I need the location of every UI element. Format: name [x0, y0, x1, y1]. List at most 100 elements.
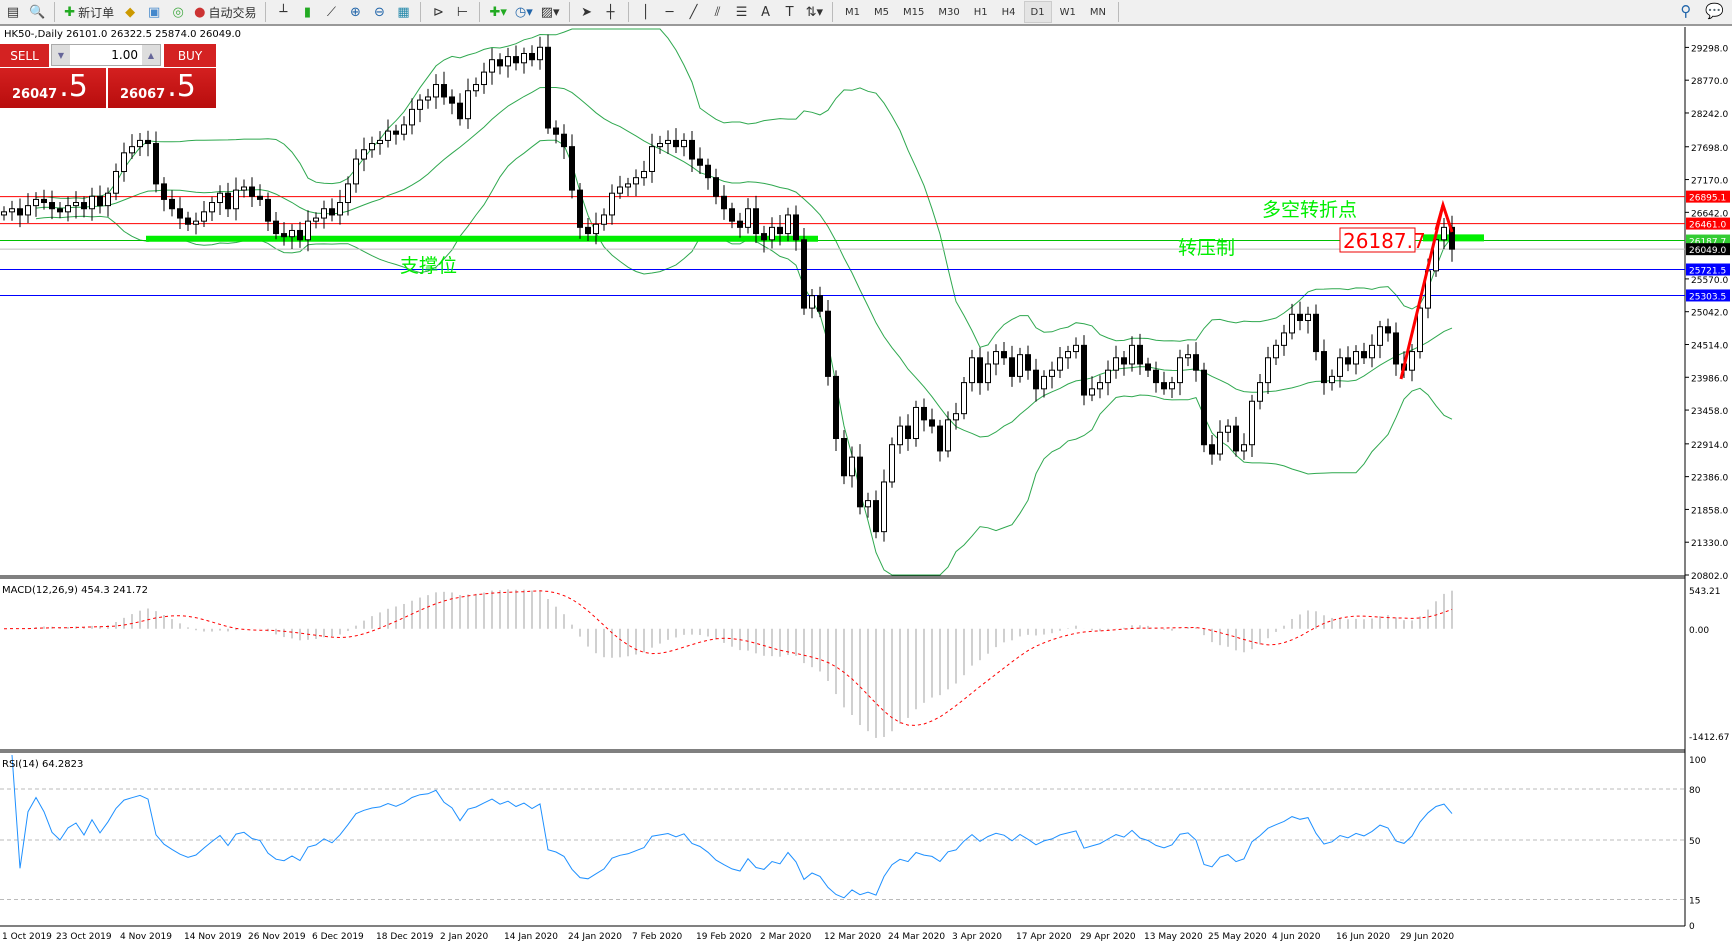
price-line-label-bg	[1686, 243, 1730, 256]
lot-size-input[interactable]: ▼ 1.00 ▲	[51, 44, 161, 66]
indicators-icon[interactable]: ✚▾	[489, 4, 507, 20]
trendline-icon[interactable]: ╱	[689, 4, 698, 20]
candle-bear	[545, 46, 551, 129]
candle-bear	[457, 102, 463, 120]
price-line-label: 25303.5	[1689, 292, 1726, 302]
crosshair-icon[interactable]: ┼	[606, 4, 615, 20]
timeframe-m1[interactable]: M1	[845, 6, 860, 18]
candle-bull	[1441, 226, 1447, 241]
candle-bull	[521, 52, 527, 64]
timeframe-d1[interactable]: D1	[1023, 1, 1052, 23]
candle-bull	[9, 208, 15, 213]
vertical-line-icon[interactable]: │	[641, 4, 650, 20]
candle-bear	[1209, 444, 1215, 455]
lot-value[interactable]: 1.00	[111, 48, 138, 62]
lot-decrease-icon[interactable]: ▼	[52, 45, 70, 65]
timeframe-w1[interactable]: W1	[1059, 6, 1076, 18]
candle-bull	[609, 192, 615, 216]
text-label-icon[interactable]: T	[785, 4, 794, 20]
candlestick-icon[interactable]: ▮	[303, 4, 312, 20]
candle-bull	[1289, 313, 1295, 334]
search-icon[interactable]: ⚲	[1680, 2, 1692, 20]
candle-bear	[729, 208, 735, 222]
candle-bull	[785, 214, 791, 235]
date-tick-label: 4 Jun 2020	[1272, 932, 1321, 942]
candle-bear	[553, 127, 559, 135]
metaeditor-icon[interactable]: ◆	[125, 4, 136, 20]
macd-tick-label: -1412.67	[1689, 733, 1729, 743]
auto-trading-label: 自动交易	[208, 5, 257, 20]
arrows-icon[interactable]: ⇅▾	[805, 4, 823, 20]
macd-tick-label: 543.21	[1689, 587, 1721, 597]
horizontal-line-icon[interactable]: ─	[665, 4, 674, 20]
timeframe-mn[interactable]: MN	[1089, 6, 1106, 18]
sell-price[interactable]: 26047.5	[0, 68, 106, 108]
chart-shift-icon[interactable]: ⊢	[456, 4, 469, 20]
candle-bull	[657, 143, 663, 148]
timeframe-m15[interactable]: M15	[903, 6, 925, 18]
date-tick-label: 4 Nov 2019	[120, 932, 172, 942]
candle-bull	[1265, 357, 1271, 384]
candle-bear	[49, 202, 55, 210]
candle-bull	[89, 195, 95, 210]
date-tick-label: 29 Apr 2020	[1080, 932, 1136, 942]
zoom-out-icon[interactable]: ⊖	[374, 4, 385, 20]
candle-bull	[385, 130, 391, 141]
price-tick-label: 29298.0	[1691, 44, 1728, 54]
candle-bear	[145, 139, 151, 145]
candle-bear	[97, 195, 103, 207]
cursor-icon[interactable]: ➤	[581, 4, 593, 20]
candle-bull	[1129, 344, 1135, 365]
tile-windows-icon[interactable]: ▦	[397, 4, 410, 20]
price-tick-label: 24514.0	[1691, 341, 1728, 351]
candle-bull	[113, 170, 119, 194]
timeframe-h1[interactable]: H1	[973, 6, 988, 18]
candle-bull	[425, 96, 431, 101]
candle-bull	[353, 158, 359, 185]
bollinger-middle-band	[35, 87, 1453, 438]
navigator-icon[interactable]: 🔍	[29, 4, 46, 20]
rsi-tick-label: 80	[1689, 786, 1701, 796]
bar-chart-icon[interactable]: ┴	[279, 4, 288, 20]
timeframe-m5[interactable]: M5	[874, 6, 889, 18]
candle-bear	[705, 164, 711, 179]
price-line-label: 26895.1	[1689, 194, 1726, 204]
signals-icon[interactable]: ◎	[172, 4, 184, 20]
date-tick-label: 17 Apr 2020	[1016, 932, 1072, 942]
buy-price[interactable]: 26067.5	[108, 68, 216, 108]
templates-icon[interactable]: ▨▾	[540, 4, 560, 20]
periods-icon[interactable]: ◷▾	[514, 4, 533, 20]
auto-trading-button[interactable]: ● 自动交易	[191, 1, 259, 23]
candle-bull	[1089, 388, 1095, 396]
text-icon[interactable]: A	[761, 4, 771, 20]
fibonacci-icon[interactable]: ☰	[735, 4, 748, 20]
toolbar-separator	[54, 2, 56, 22]
terminal-icon[interactable]: ▣	[147, 4, 161, 20]
chat-icon[interactable]: 💬	[1705, 2, 1724, 20]
price-chart[interactable]: 29298.0 28770.0 28242.0 27698.0 27170.0 26642…	[0, 27, 1732, 943]
candle-bear	[497, 59, 503, 67]
candle-bull	[593, 223, 599, 235]
timeframe-m30[interactable]: M30	[938, 6, 960, 18]
lot-increase-icon[interactable]: ▲	[142, 45, 160, 65]
price-line-label-bg	[1686, 190, 1730, 203]
buy-button[interactable]: BUY	[164, 44, 216, 67]
candle-bull	[1065, 351, 1071, 359]
toolbar-separator	[1117, 2, 1119, 22]
price-label-box[interactable]	[1339, 227, 1416, 253]
equidistant-channel-icon[interactable]: ⫽	[714, 4, 721, 20]
price-tick-label: 23458.0	[1691, 407, 1728, 417]
new-order-button[interactable]: ✚ 新订单	[61, 1, 117, 23]
price-line-label: 25721.5	[1689, 266, 1726, 276]
candle-bear	[249, 186, 255, 197]
sell-button[interactable]: SELL	[0, 44, 49, 67]
zoom-in-icon[interactable]: ⊕	[350, 4, 361, 20]
price-tick-label: 28242.0	[1691, 110, 1728, 120]
candle-bear	[1001, 351, 1007, 359]
line-chart-icon[interactable]: ⟋	[326, 4, 337, 20]
auto-scroll-icon[interactable]: ⊳	[433, 4, 444, 20]
support-annotation: 支撑位	[400, 255, 457, 277]
chart-window-icon[interactable]: ▤	[6, 4, 20, 20]
timeframe-h4[interactable]: H4	[1001, 6, 1016, 18]
macd-signal-value: 241.72	[113, 585, 148, 596]
